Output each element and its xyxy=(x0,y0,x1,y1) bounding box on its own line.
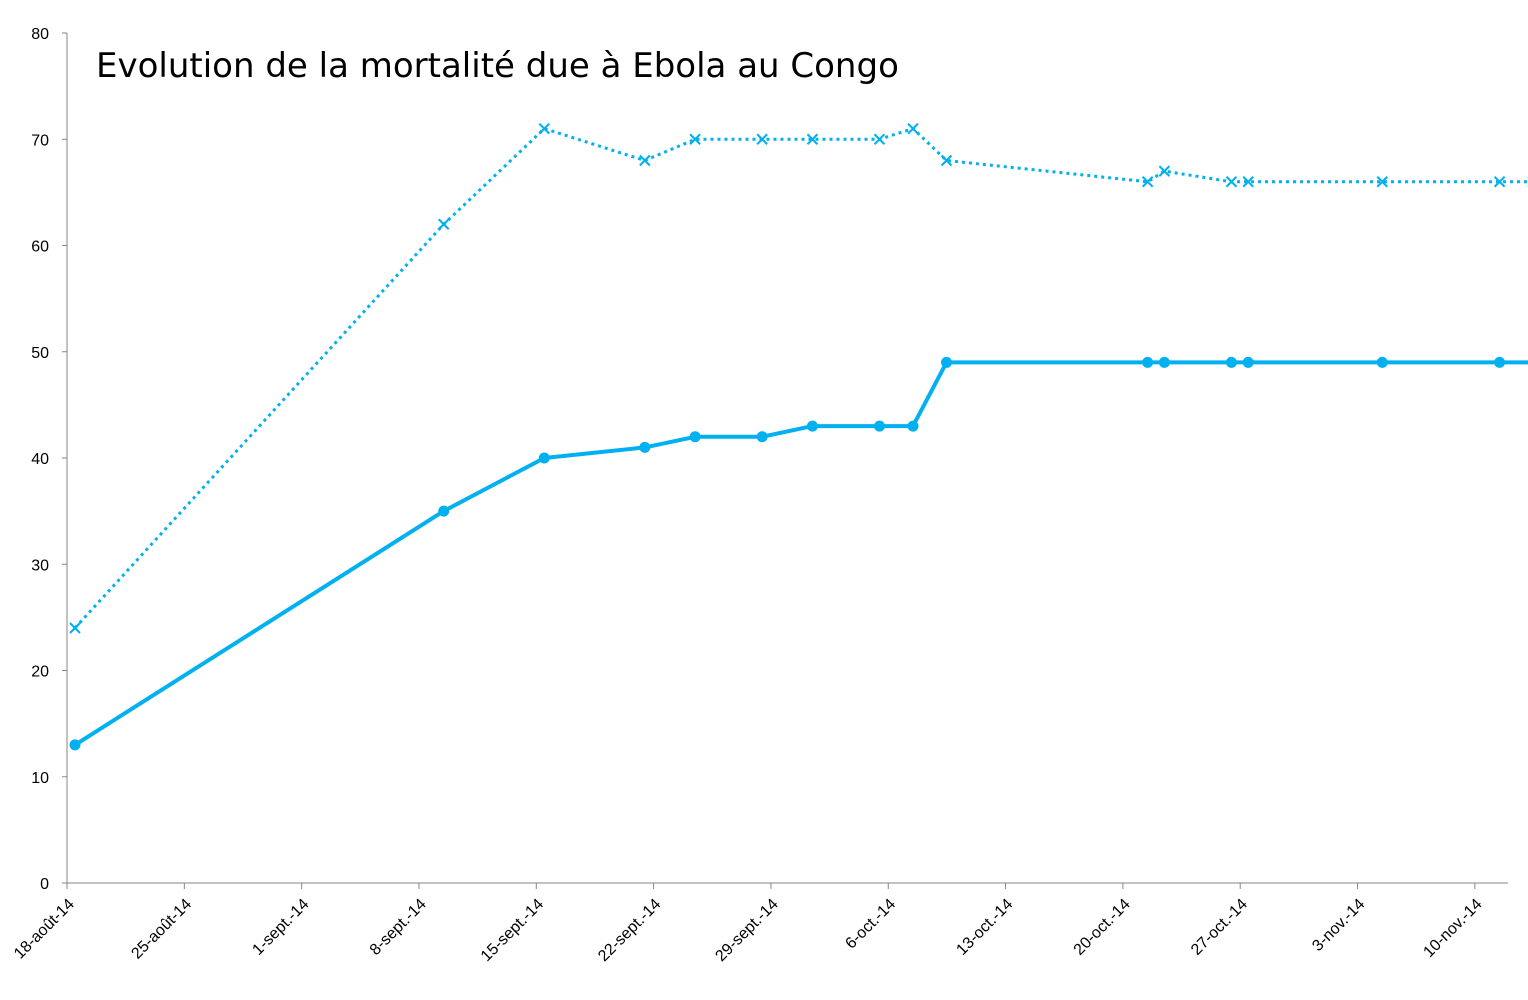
y-tick-label: 30 xyxy=(31,557,49,574)
y-tick-label: 10 xyxy=(31,770,49,787)
data-point-x-stroke xyxy=(639,154,651,167)
data-point-x-stroke xyxy=(689,133,701,145)
data-point xyxy=(1141,176,1154,188)
data-point xyxy=(940,154,953,167)
data-point xyxy=(1142,356,1154,368)
data-point-x-stroke xyxy=(69,622,81,634)
data-point xyxy=(1158,356,1170,368)
x-tick-label: 29-sept.-14 xyxy=(712,896,781,965)
data-point xyxy=(69,739,81,751)
x-tick-label: 22-sept.-14 xyxy=(595,896,664,965)
data-point-x-stroke xyxy=(538,122,550,135)
data-point xyxy=(1494,356,1506,368)
y-tick-label: 80 xyxy=(31,26,49,43)
series-line-0 xyxy=(73,127,1528,630)
x-tick-label: 10-nov.-14 xyxy=(1420,896,1485,961)
data-point xyxy=(639,441,651,453)
x-axis: 18-août-14 25-août-14 1-sept.-14 8-sept.-14… xyxy=(11,883,1486,965)
data-point-x-stroke xyxy=(806,133,819,145)
x-tick-label: 6-oct.-14 xyxy=(842,896,899,953)
data-point xyxy=(806,420,818,432)
y-tick-label: 70 xyxy=(31,132,49,149)
data-point-x-stroke xyxy=(1376,176,1388,188)
data-point xyxy=(1242,356,1254,368)
data-point xyxy=(1225,356,1237,368)
plot-area xyxy=(69,122,1528,751)
data-point xyxy=(1158,165,1171,177)
data-point xyxy=(689,431,701,443)
data-point-x-stroke xyxy=(907,122,919,135)
data-point xyxy=(873,133,886,145)
data-point xyxy=(438,218,450,230)
data-point xyxy=(806,133,819,145)
data-point-x-stroke xyxy=(756,133,768,145)
data-point-x-stroke xyxy=(1225,176,1238,188)
data-point xyxy=(438,505,450,517)
y-tick-label: 0 xyxy=(40,876,49,893)
data-point xyxy=(538,452,550,464)
y-tick-label: 60 xyxy=(31,239,49,256)
data-point-x-stroke xyxy=(1493,176,1506,188)
data-point-x-stroke xyxy=(873,133,886,145)
data-point-x-stroke xyxy=(1242,176,1254,188)
data-point xyxy=(756,431,768,443)
series-line-1 xyxy=(73,360,1528,747)
data-point xyxy=(1225,176,1238,188)
data-point xyxy=(69,622,81,634)
data-point xyxy=(689,133,701,145)
data-point xyxy=(1242,176,1254,188)
data-point xyxy=(639,154,651,167)
x-tick-label: 25-août-14 xyxy=(128,896,195,963)
y-tick-label: 40 xyxy=(31,451,49,468)
data-point xyxy=(907,122,919,135)
x-tick-label: 13-oct.-14 xyxy=(953,896,1016,959)
x-tick-label: 8-sept.-14 xyxy=(367,896,430,959)
y-tick-label: 20 xyxy=(31,664,49,681)
data-point-x-stroke xyxy=(1141,176,1154,188)
data-point xyxy=(941,356,953,368)
x-tick-label: 27-oct.-14 xyxy=(1188,896,1251,959)
data-point xyxy=(1493,176,1506,188)
y-axis: 0 10 20 30 40 50 60 70 80 xyxy=(31,26,67,893)
data-point xyxy=(873,420,885,432)
data-point xyxy=(1376,176,1388,188)
x-tick-label: 18-août-14 xyxy=(11,896,78,963)
data-point-x-stroke xyxy=(940,154,953,167)
data-point xyxy=(907,420,919,432)
data-point xyxy=(756,133,768,145)
data-point-x-stroke xyxy=(438,218,450,230)
chart-title: Evolution de la mortalité due à Ebola au… xyxy=(96,46,899,86)
data-point xyxy=(1376,356,1388,368)
x-tick-label: 1-sept.-14 xyxy=(250,896,313,959)
data-point xyxy=(538,122,550,135)
y-tick-label: 50 xyxy=(31,345,49,362)
data-point-x-stroke xyxy=(1158,165,1171,177)
x-tick-label: 3-nov.-14 xyxy=(1309,896,1368,955)
x-tick-label: 20-oct.-14 xyxy=(1071,896,1134,959)
x-tick-label: 15-sept.-14 xyxy=(478,896,547,965)
